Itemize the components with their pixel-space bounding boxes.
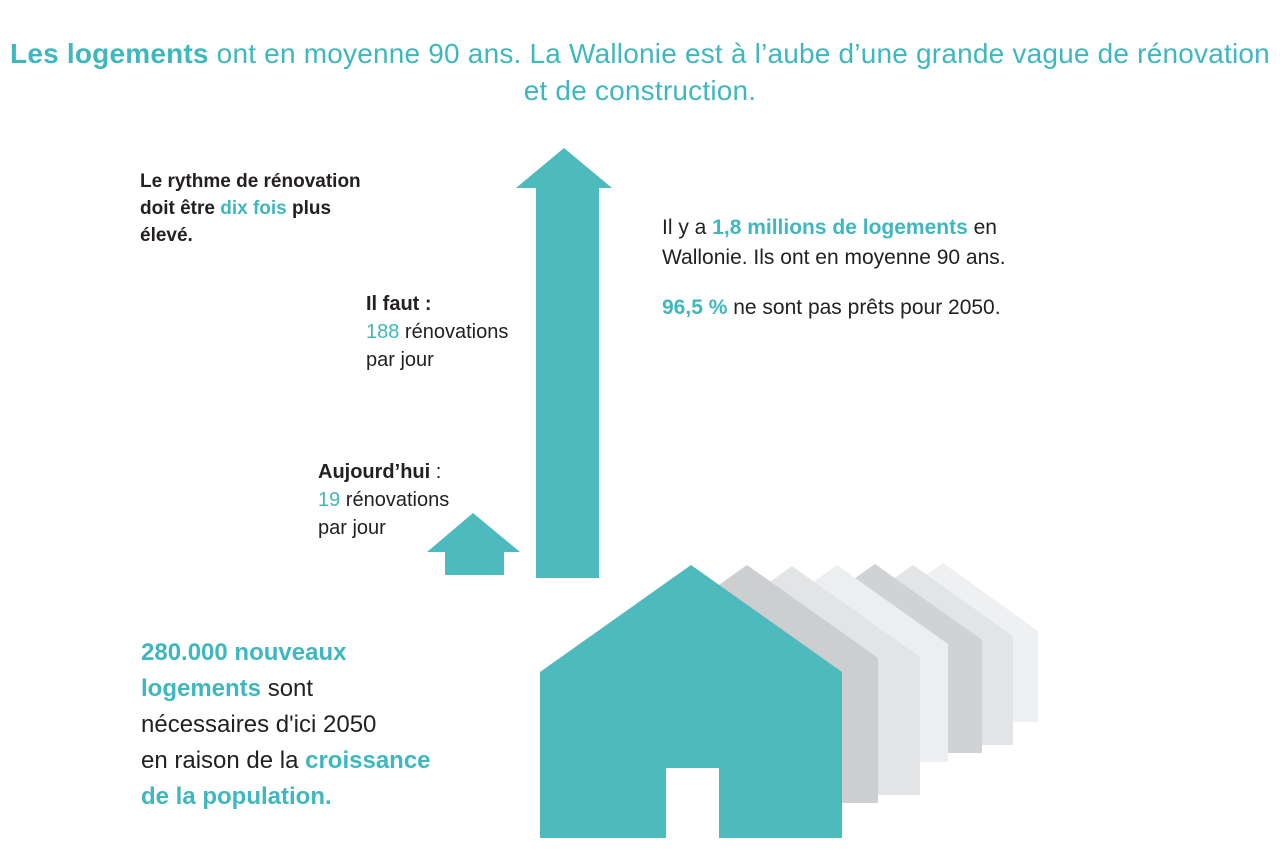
annotation-renovation-rate: Le rythme de rénovation doit être dix fo… — [140, 168, 361, 249]
text-segment: 188 — [366, 321, 400, 343]
text-segment: Aujourd’hui — [318, 461, 431, 483]
text-segment: Le rythme de rénovation doit être — [140, 171, 361, 219]
text-segment: 96,5 % — [662, 296, 728, 319]
text-segment: sont nécessaires d'ici 2050 en raison de… — [141, 675, 377, 774]
house-door — [666, 768, 719, 838]
annotation-housing-stock: Il y a 1,8 millions de logements en Wall… — [662, 213, 1006, 273]
needed-rate-arrow — [516, 148, 612, 578]
text-segment: dix fois — [220, 198, 287, 219]
annotation-current-rate: Aujourd’hui : 19 rénovations par jour — [318, 458, 449, 542]
text-segment: 19 — [318, 489, 341, 511]
text-segment: plus élevé. — [140, 198, 332, 246]
annotation-needed-rate: Il faut : 188 rénovations par jour — [366, 290, 508, 374]
text-segment: : — [435, 461, 442, 483]
text-segment: Les logements — [10, 38, 209, 69]
text-segment: Il faut : — [366, 293, 432, 315]
text-segment: 280.000 nouveaux logements — [141, 639, 347, 702]
text-segment: Il y a — [662, 216, 713, 239]
page-title: Les logements ont en moyenne 90 ans. La … — [0, 35, 1280, 109]
text-segment: croissance de la population. — [141, 747, 431, 810]
house-teal — [540, 565, 842, 838]
text-segment: rénovations par jour — [366, 321, 509, 371]
annotation-new-housing: 280.000 nouveaux logements sont nécessai… — [141, 635, 431, 815]
text-segment: en Wallonie. Ils ont en moyenne 90 ans. — [662, 216, 1006, 269]
text-segment: 1,8 millions de logements — [712, 216, 968, 239]
text-segment: ont en moyenne 90 ans. La Wallonie est à… — [208, 38, 1270, 106]
text-segment: rénovations par jour — [318, 489, 450, 539]
text-segment: ne sont pas prêts pour 2050. — [727, 296, 1001, 319]
current-rate-arrow — [427, 513, 520, 575]
annotation-not-ready: 96,5 % ne sont pas prêts pour 2050. — [662, 293, 1001, 323]
